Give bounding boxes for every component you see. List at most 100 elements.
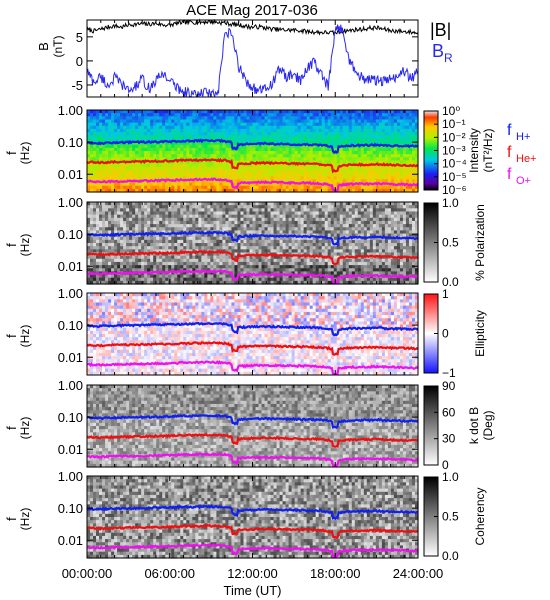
gyrofrequency-line-f-oplus bbox=[86, 543, 419, 558]
x-tick-label: 12:00:00 bbox=[227, 566, 278, 581]
gyrofrequency-line-f-oplus bbox=[86, 177, 419, 193]
y-axis-unit: (Hz) bbox=[18, 234, 32, 257]
series-line-b-magnitude bbox=[86, 18, 419, 37]
colorbar-unit: (Deg) bbox=[481, 410, 495, 440]
colorbar-tick-label: 10⁻¹ bbox=[442, 117, 466, 131]
colorbar-tick-label: 0.0 bbox=[442, 549, 459, 563]
panel-magnetic-field: 50-5B (nT)|B|B R bbox=[36, 18, 453, 98]
spectrogram-cells bbox=[87, 385, 419, 468]
y-axis-label: f bbox=[4, 334, 19, 338]
gyrofrequency-line-f-hplus bbox=[86, 321, 419, 337]
colorbar-tick-label: 0.0 bbox=[442, 275, 459, 289]
colorbar-tick-label: 1.0 bbox=[442, 470, 459, 484]
x-tick-label: 00:00:00 bbox=[62, 566, 113, 581]
gyrofrequency-line-f-oplus bbox=[87, 269, 419, 285]
colorbar-tick-label: 0 bbox=[442, 327, 449, 341]
gyrofrequency-line-f-hplus bbox=[86, 413, 419, 429]
colorbar bbox=[423, 385, 439, 466]
colorbar-tick-label: −1 bbox=[442, 366, 456, 380]
x-axis-label: Time (UT) bbox=[223, 583, 281, 598]
colorbar-tick-label: 10⁰ bbox=[442, 104, 460, 118]
gyrofrequency-line-f-hplus bbox=[86, 504, 419, 521]
colorbar-label: k dot B bbox=[467, 407, 481, 444]
legend-b-radial-subscript: R bbox=[444, 51, 453, 65]
colorbar-label: % Polarization bbox=[473, 204, 487, 281]
panel-ellipticity: 1.00 0.10 0.01 f (Hz) 1 0 −1 Ellipticity bbox=[4, 286, 487, 380]
y-axis-unit: (Hz) bbox=[18, 325, 32, 348]
spectrogram-cells bbox=[87, 476, 419, 559]
gyrofrequency-line-f-heplus bbox=[86, 523, 419, 539]
legend-subscript-h: H+ bbox=[516, 131, 530, 143]
spectrogram-cells bbox=[87, 293, 419, 376]
y-tick-label: 0.10 bbox=[58, 318, 83, 333]
y-tick-label: 1.00 bbox=[58, 286, 83, 301]
y-axis-label: f bbox=[4, 426, 19, 430]
colorbar-tick-label: 0.5 bbox=[442, 510, 459, 524]
y-tick-label: -5 bbox=[71, 78, 83, 93]
plot-area bbox=[87, 20, 418, 97]
y-tick-label: 0.10 bbox=[58, 227, 83, 242]
y-tick-label: 0.10 bbox=[58, 410, 83, 425]
panel-intensity: 1.000.100.01f (Hz)10⁰10⁻¹10⁻²10⁻³10⁻⁴10⁻⁵… bbox=[4, 103, 537, 197]
y-tick-label: 0.01 bbox=[58, 533, 83, 548]
colorbar-tick-label: 60 bbox=[442, 405, 456, 419]
y-axis-label: f bbox=[4, 151, 19, 155]
gyrofrequency-line-f-hplus bbox=[86, 138, 419, 155]
colorbar-tick-label: 90 bbox=[442, 379, 456, 393]
y-axis-label: f bbox=[4, 517, 19, 521]
y-axis-unit: (Hz) bbox=[18, 142, 32, 165]
y-tick-label: 1.00 bbox=[58, 378, 83, 393]
y-tick-label: 0.01 bbox=[58, 259, 83, 274]
legend-subscript-o: O+ bbox=[516, 175, 531, 187]
colorbar-tick-label: 10⁻³ bbox=[442, 144, 466, 158]
y-tick-label: 1.00 bbox=[58, 103, 83, 118]
x-tick-label: 06:00:00 bbox=[144, 566, 195, 581]
panel-polarization: 1.00 0.10 0.01 f (Hz) 1.0 0.5 0.0 % Polarization bbox=[4, 195, 487, 289]
panel-wave-normal-angle: 1.00 0.10 0.01 f (Hz) 90 60 30 0 k dot B (Deg) bbox=[4, 378, 495, 472]
series-line-b-radial bbox=[86, 24, 419, 98]
x-tick-label: 24:00:00 bbox=[393, 566, 444, 581]
y-axis-label: B bbox=[36, 42, 51, 51]
gyrofrequency-line-f-oplus bbox=[86, 360, 419, 376]
colorbar-label: Coherency bbox=[473, 487, 487, 545]
y-tick-label: 0.01 bbox=[58, 442, 83, 457]
gyrofrequency-line-f-hplus bbox=[86, 230, 419, 247]
gyrofrequency-line-f-heplus bbox=[86, 249, 419, 266]
legend-b-magnitude: |B| bbox=[430, 20, 451, 40]
panel-coherency: 1.00 0.10 0.01 f (Hz) 1.0 0.5 0.0 Coherency bbox=[4, 469, 487, 563]
legend-subscript-he: He+ bbox=[516, 153, 537, 165]
y-tick-label: 0.01 bbox=[58, 350, 83, 365]
chart-title: ACE Mag 2017-036 bbox=[186, 2, 318, 19]
y-tick-label: 5 bbox=[76, 30, 83, 45]
y-axis-unit: (nT) bbox=[51, 36, 65, 58]
colorbar-label: Intensity bbox=[467, 128, 481, 173]
legend-f-he: f bbox=[507, 144, 512, 161]
y-axis-unit: (Hz) bbox=[18, 508, 32, 531]
colorbar-tick-label: 10⁻⁶ bbox=[442, 183, 467, 197]
colorbar-tick-label: 10⁻⁵ bbox=[442, 170, 467, 184]
colorbar-label: Ellipticity bbox=[473, 310, 487, 357]
colorbar-tick-label: 10⁻⁴ bbox=[442, 157, 467, 171]
colorbar-tick-label: 30 bbox=[442, 432, 456, 446]
y-tick-label: 0.10 bbox=[58, 501, 83, 516]
gyrofrequency-line-f-heplus bbox=[86, 433, 419, 449]
gyrofrequency-line-f-heplus bbox=[86, 157, 419, 174]
legend-b-radial: B bbox=[432, 41, 444, 61]
x-tick-label: 18:00:00 bbox=[310, 566, 361, 581]
colorbar-tick-label: 0 bbox=[442, 458, 449, 472]
gyrofrequency-line-f-heplus bbox=[86, 340, 419, 356]
y-tick-label: 1.00 bbox=[58, 469, 83, 484]
colorbar-tick-label: 0.5 bbox=[442, 236, 459, 250]
y-tick-label: 0.10 bbox=[58, 135, 83, 150]
gyrofrequency-line-f-oplus bbox=[86, 452, 419, 468]
y-axis-label: f bbox=[4, 243, 19, 247]
colorbar-tick-label: 1.0 bbox=[442, 196, 459, 210]
colorbar-unit: (nT²/Hz) bbox=[481, 129, 495, 173]
y-tick-label: 0 bbox=[76, 54, 83, 69]
legend-f-h: f bbox=[507, 122, 512, 139]
spectrogram-cells bbox=[87, 110, 419, 193]
legend-f-o: f bbox=[507, 166, 512, 183]
colorbar-tick-label: 10⁻² bbox=[442, 130, 466, 144]
y-tick-label: 0.01 bbox=[58, 167, 83, 182]
